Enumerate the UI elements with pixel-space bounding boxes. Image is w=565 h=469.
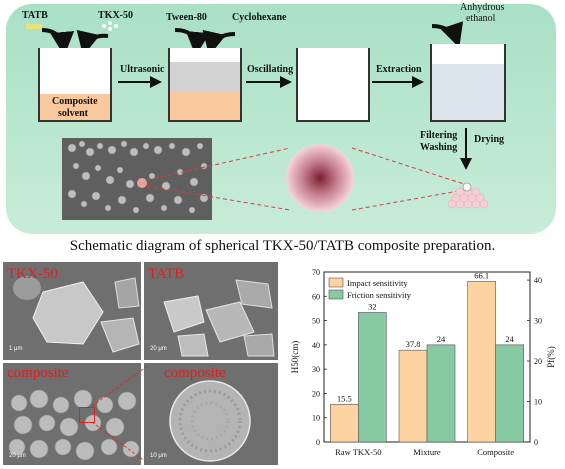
label-oscillating: Oscillating [247,64,294,75]
schematic-drawing [26,21,499,220]
label-tatb: TATB [22,10,48,21]
category-label: Mixture [413,447,441,457]
right-tick-label: 20 [534,357,542,366]
label-ultrasonic: Ultrasonic [120,64,165,75]
left-tick-label: 0 [316,438,320,447]
sem-composite-tag: composite [7,365,69,381]
beaker-composite-solvent [38,48,112,122]
sem-tatb-scale: 20 μm [150,346,167,352]
sem-composite: composite 20 μm [3,363,141,465]
sem-composite-zoom-tag: composite [164,365,226,381]
solvent-layer [170,92,240,120]
impact-bar [398,349,428,443]
sem-tkx50: TKX-50 1 μm [3,262,141,360]
y-axis-left-title: H50(cm) [290,341,300,374]
left-tick-label: 60 [312,292,320,301]
label-washing: Washing [420,142,458,153]
selected-particle [137,178,147,188]
beaker-oscillated [296,48,370,122]
label-filtering: Filtering [420,130,458,141]
right-tick-label: 40 [534,276,542,285]
friction-bar [358,312,387,443]
sem-composite-scale: 20 μm [9,453,26,459]
sem-tkx50-crystals [13,276,140,353]
right-tick-label: 0 [534,438,538,447]
y-axis-right-title: Pf(%) [546,346,556,368]
beaker-emulsion [168,48,242,122]
category-label: Composite [477,447,514,457]
friction-value-label: 32 [368,301,377,311]
legend-label: Impact sensitivity [347,278,408,288]
sem-composite-zoom-scale: 10 μm [150,453,167,459]
label-extraction: Extraction [376,64,422,75]
legend-label: Friction sensitivity [347,290,412,300]
impact-value-label: 37.8 [406,339,421,349]
label-tween80: Tween-80 [166,12,207,23]
impact-bar [330,404,359,443]
impact-value-label: 15.5 [337,393,352,403]
sem-tatb-tag: TATB [148,266,185,282]
composite-solvent-liquid [40,94,110,120]
sem-composite-selection-box [79,407,95,423]
sem-inset-particles [67,140,209,214]
label-tkx50: TKX-50 [98,10,133,21]
friction-value-label: 24 [437,334,446,344]
zoom-line-1 [146,147,291,181]
left-tick-label: 20 [312,389,320,398]
sem-tatb: TATB 20 μm [144,262,278,360]
ethanol-liquid [432,64,504,120]
right-tick-label: 10 [534,398,542,407]
label-composite: Composite [52,96,98,107]
left-tick-label: 40 [312,341,320,350]
product-pile [447,187,489,209]
label-ethanol: ethanol [466,13,496,24]
sem-composite-zoom: composite 10 μm [144,363,278,465]
friction-bar [495,344,524,443]
sem-tatb-crystals [163,279,275,357]
figure-caption: Schematic diagram of spherical TKX-50/TA… [69,238,496,254]
beaker-extraction [430,44,506,122]
label-anhydrous: Anhydrous [460,2,505,13]
left-tick-label: 10 [312,414,320,423]
sensitivity-chart: 0 10 20 30 40 50 60 70 0 10 20 30 40 H50(cm) Pf(%) Raw … [290,268,556,457]
category-label: Raw TKX-50 [335,447,381,457]
sem-tkx50-scale: 1 μm [9,346,23,352]
zoom-line-4 [351,189,465,211]
impact-value-label: 66.1 [474,270,489,280]
cyclohexane-layer [170,62,240,92]
sem-tkx50-tag: TKX-50 [7,266,58,282]
label-drying: Drying [474,134,504,145]
friction-value-label: 24 [505,334,514,344]
left-tick-label: 30 [312,365,320,374]
zoom-line-3 [351,147,465,185]
tatb-material-icon [26,24,42,29]
ethanol-arrow [431,21,464,48]
right-tick-label: 30 [534,317,542,326]
friction-bar [426,344,456,443]
highlight-particle [462,182,472,192]
left-tick-label: 70 [312,268,320,277]
tkx50-dots-icon [102,21,118,31]
label-cyclohexane: Cyclohexane [232,12,287,23]
impact-bar [467,281,496,443]
zoomed-sphere [286,144,354,212]
zoom-line-2 [146,185,291,211]
legend-swatch [328,277,344,288]
sem-composite-spheres [8,389,140,461]
sem-composite-zoom-sphere [169,380,251,462]
label-solvent: solvent [58,108,88,119]
left-tick-label: 50 [312,317,320,326]
legend-swatch [328,289,344,300]
